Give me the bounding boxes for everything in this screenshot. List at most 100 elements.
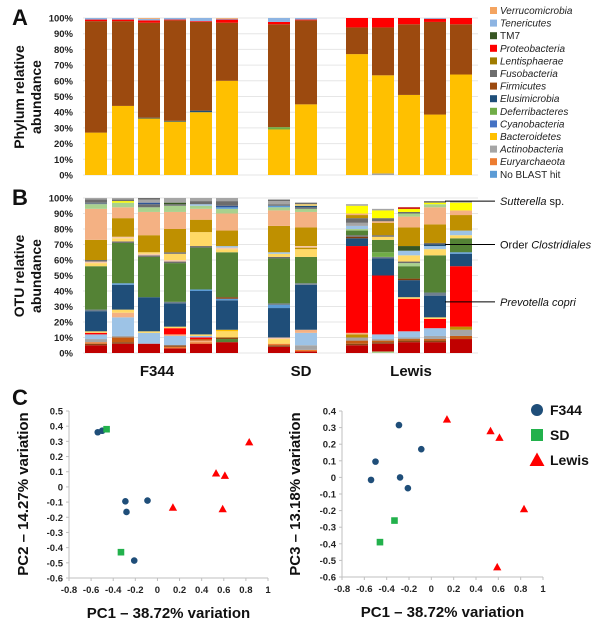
bar-segment [398, 331, 420, 338]
bar-segment [268, 337, 290, 340]
x-tick-label: -0.8 [61, 585, 77, 596]
bar-segment [295, 284, 317, 330]
bar-segment [450, 230, 472, 236]
y-tick-label: 10% [54, 333, 74, 344]
bar-segment [216, 230, 238, 247]
bar-segment [346, 337, 368, 341]
bar-segment [190, 289, 212, 291]
y-tick-label: 50% [54, 271, 74, 282]
bar-segment [190, 246, 212, 248]
stacked-bar [138, 198, 160, 353]
bar-segment [190, 201, 212, 205]
data-point-square [117, 548, 125, 556]
legend-swatch [490, 107, 497, 115]
bar-segment [295, 19, 317, 21]
data-point-circle [123, 508, 130, 516]
bar-segment [424, 255, 446, 293]
bar-segment [424, 201, 446, 203]
bar-segment [138, 207, 160, 212]
bar-segment [216, 342, 238, 353]
bar-segment [295, 283, 317, 285]
bar-segment [164, 346, 186, 349]
bar-segment [398, 207, 420, 209]
pca-legend-label: SD [550, 427, 569, 443]
bar-segment [346, 238, 368, 247]
legend-swatch [490, 44, 497, 52]
bar-segment [85, 342, 107, 344]
bar-segment [372, 173, 394, 175]
bar-segment [295, 332, 317, 346]
bar-segment [164, 335, 186, 346]
bar-segment [85, 343, 107, 346]
bar-segment [138, 18, 160, 19]
legend-item: Cyanobacteria [490, 119, 565, 130]
data-point-triangle [220, 471, 230, 479]
legend-item: Verrucomicrobia [490, 6, 573, 17]
bar-segment [268, 225, 290, 253]
bar-segment [112, 19, 134, 22]
bar-segment [190, 334, 212, 336]
bar-segment [346, 343, 368, 346]
bar-segment [190, 208, 212, 220]
bar-segment [85, 199, 107, 203]
bar-segment [424, 204, 446, 208]
bar-segment [112, 317, 134, 336]
bar-segment [398, 278, 420, 281]
pca-legend-item: SD [531, 427, 569, 443]
x-tick-label: -0.6 [356, 584, 372, 595]
bar-segment [216, 208, 238, 214]
legend-label: Deferribacteres [500, 107, 568, 118]
bar-segment [372, 351, 394, 353]
stacked-bar [424, 18, 446, 175]
bar-segment [216, 337, 238, 340]
bar-segment [268, 204, 290, 206]
y-tick-label: 0 [331, 473, 336, 484]
stacked-bar [398, 18, 420, 175]
bar-segment [346, 27, 368, 55]
bar-segment [372, 236, 394, 240]
stacked-bar [112, 198, 134, 353]
panel-a-phylum-chart: A Phylum relative abundance 0% 10% 20% 30% 4… [11, 5, 573, 182]
legend-item: Bacteroidetes [490, 132, 561, 143]
stacked-bar [295, 18, 317, 175]
bar-segment [190, 110, 212, 113]
bar-segment [268, 201, 290, 205]
data-point-circle [396, 474, 404, 481]
legend-item: Euryarchaeota [490, 157, 565, 168]
bar-segment [164, 205, 186, 212]
bar-segment [216, 205, 238, 208]
panel-a-bars [85, 18, 472, 175]
bar-segment [85, 198, 107, 200]
bar-segment [424, 18, 446, 19]
data-point-circle [531, 404, 543, 416]
stacked-bar [398, 207, 420, 353]
bar-segment [398, 261, 420, 264]
bar-segment [398, 250, 420, 256]
y-tick-label: 20% [54, 318, 74, 329]
stacked-bar [450, 18, 472, 175]
y-tick-label: 0.1 [50, 467, 64, 478]
x-tick-label: 0.6 [217, 585, 230, 596]
y-tick-label: 40% [54, 108, 74, 119]
bar-segment [216, 329, 238, 332]
bar-segment [216, 247, 238, 250]
y-tick-label: 0.3 [323, 423, 336, 434]
y-axis-title: PC3 – 13.18% variation [287, 412, 304, 575]
bar-segment [164, 263, 186, 302]
bar-segment [398, 263, 420, 267]
legend-item: Actinobacteria [490, 145, 564, 156]
bar-segment [216, 22, 238, 81]
stacked-bar [216, 18, 238, 175]
bar-segment [268, 21, 290, 25]
bar-segment [85, 311, 107, 332]
bar-segment [85, 261, 107, 264]
bar-segment [112, 241, 134, 243]
bar-segment [164, 211, 186, 229]
bar-segment [138, 253, 160, 256]
bar-segment [190, 291, 212, 335]
bar-segment [164, 252, 186, 254]
bar-segment [138, 204, 160, 208]
bar-segment [372, 340, 394, 343]
bar-segment [450, 339, 472, 353]
bar-segment [346, 229, 368, 231]
